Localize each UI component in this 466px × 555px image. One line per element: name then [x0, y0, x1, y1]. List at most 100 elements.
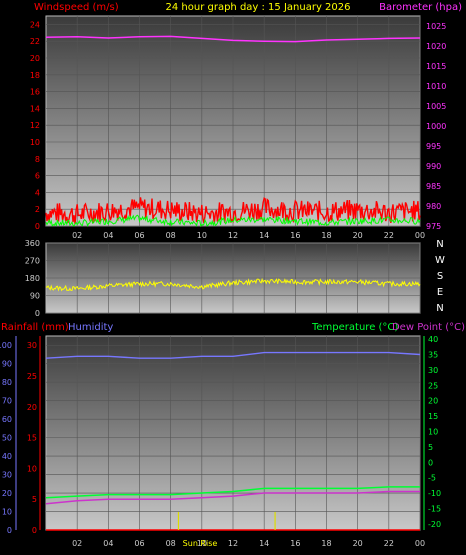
temp-axes: 0102030405060708090100051015202530-20-15…: [0, 335, 441, 535]
direction-y-ticks: 0 90 180 270 360: [25, 239, 40, 318]
temp-x-tick-label: 12: [228, 539, 238, 548]
sunrise-annotation: Sun Rise: [183, 539, 218, 548]
temp-x-tick-label: 10: [197, 539, 207, 548]
humidity-tick-label: 20: [2, 489, 12, 498]
dew-label: Dew Point (°C): [392, 322, 465, 333]
rain-tick-label: 10: [27, 464, 37, 473]
rain-tick-label: 5: [32, 495, 37, 504]
wind-x-tick-label: 22: [384, 231, 394, 240]
wind-x-tick-label: 12: [228, 231, 238, 240]
temp-tick-label: 15: [428, 412, 438, 421]
direction-tick-label: 0: [35, 309, 40, 318]
humidity-tick-label: 30: [2, 471, 12, 480]
wind-x-tick-label: 06: [134, 231, 144, 240]
baro-tick-label: 1005: [426, 102, 446, 111]
wind-x-tick-label: 14: [259, 231, 269, 240]
temp-tick-label: 20: [428, 397, 438, 406]
rain-label: Rainfall (mm): [1, 322, 69, 333]
baro-tick-label: 1010: [426, 82, 446, 91]
wind-x-tick-label: 00: [415, 231, 425, 240]
direction-grid: [46, 242, 421, 314]
humidity-tick-label: 60: [2, 415, 12, 424]
header-right: Barometer (hpa): [379, 2, 462, 13]
dewpoint-line: [45, 490, 420, 505]
rain-tick-label: 30: [27, 341, 37, 350]
wind-tick-label: 4: [35, 188, 40, 197]
humidity-tick-label: 100: [0, 341, 12, 350]
humidity-tick-label: 50: [2, 434, 12, 443]
wind-x-tick-label: 16: [290, 231, 300, 240]
temp-tick-label: 40: [428, 335, 438, 344]
wind-tick-label: 6: [35, 172, 40, 181]
baro-tick-label: 980: [426, 202, 441, 211]
baro-tick-label: 990: [426, 162, 441, 171]
baro-tick-label: 1000: [426, 122, 446, 131]
baro-tick-label: 985: [426, 182, 441, 191]
compass-label: N: [436, 239, 443, 250]
wind-x-tick-label: 18: [321, 231, 331, 240]
rain-tick-label: 0: [32, 526, 37, 535]
temp-x-tick-label: 04: [103, 539, 113, 548]
temp-x-tick-label: 06: [134, 539, 144, 548]
wind-x-tick-label: 10: [197, 231, 207, 240]
wind-tick-label: 18: [30, 71, 40, 80]
temp-x-tick-label: 14: [259, 539, 269, 548]
temp-tick-label: -5: [428, 474, 436, 483]
wind-tick-label: 2: [35, 205, 40, 214]
temp-tick-label: -10: [428, 489, 441, 498]
compass-label: E: [437, 287, 443, 298]
wind-tick-label: 24: [30, 20, 40, 29]
temp-x-tick-label: 20: [353, 539, 363, 548]
humidity-tick-label: 80: [2, 378, 12, 387]
temp-tick-label: -15: [428, 504, 441, 513]
direction-tick-label: 180: [25, 274, 40, 283]
temp-x-tick-label: 02: [72, 539, 82, 548]
wind-x-tick-label: 20: [353, 231, 363, 240]
rain-tick-label: 25: [27, 372, 37, 381]
compass-label: W: [435, 255, 445, 266]
temp-tick-label: 30: [428, 366, 438, 375]
wind-x-tick-label: 04: [103, 231, 113, 240]
baro-tick-label: 1025: [426, 22, 446, 31]
temp-tick-label: 35: [428, 350, 438, 359]
temp-x-ticks: 02 04 06 08 10 12 14 16 18 20 22 00: [72, 539, 425, 548]
baro-tick-label: 1015: [426, 62, 446, 71]
rain-tick-label: 15: [27, 434, 37, 443]
direction-tick-label: 270: [25, 257, 40, 266]
baro-y-ticks: 975 980 985 990 995 1000 1005 1010 1015 1020 1025: [426, 22, 446, 231]
humidity-label: Humidity: [68, 322, 113, 333]
direction-tick-label: 90: [30, 292, 40, 301]
wind-series: [45, 35, 421, 228]
temp-x-tick-label: 00: [415, 539, 425, 548]
temp-tick-label: 25: [428, 381, 438, 390]
baro-tick-label: 975: [426, 222, 441, 231]
gust-line: [45, 214, 421, 228]
compass-label: N: [436, 303, 443, 314]
temp-x-tick-label: 16: [290, 539, 300, 548]
temp-x-tick-label: 22: [384, 539, 394, 548]
temp-grid: [46, 336, 421, 531]
humidity-tick-label: 90: [2, 360, 12, 369]
wind-tick-label: 20: [30, 54, 40, 63]
humidity-tick-label: 40: [2, 452, 12, 461]
humidity-line: [45, 351, 421, 359]
wind-tick-label: 22: [30, 37, 40, 46]
wind-tick-label: 14: [30, 104, 40, 113]
temp-tick-label: 0: [428, 458, 433, 467]
direction-series: [45, 277, 421, 292]
temp-label: Temperature (°C): [311, 322, 398, 333]
temp-x-tick-label: 08: [166, 539, 176, 548]
wind-tick-label: 10: [30, 138, 40, 147]
wind-x-tick-label: 08: [166, 231, 176, 240]
wind-tick-label: 12: [30, 121, 40, 130]
header-center: 24 hour graph day : 15 January 2026: [166, 2, 351, 13]
temp-series: [45, 351, 421, 531]
direction-line: [45, 277, 421, 292]
baro-tick-label: 1020: [426, 42, 446, 51]
baro-tick-label: 995: [426, 142, 441, 151]
wind-tick-label: 0: [35, 222, 40, 231]
wind-grid: [46, 16, 421, 227]
